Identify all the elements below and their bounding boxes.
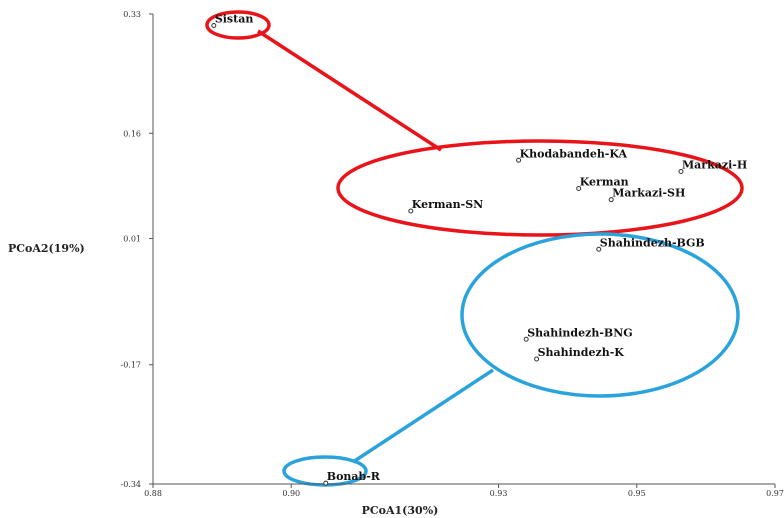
data-point — [534, 356, 540, 362]
point-label: Bonab-R — [327, 470, 381, 483]
y-tick-label: -0.34 — [120, 480, 141, 489]
point-label: Markazi-SH — [612, 187, 685, 200]
point-label: Khodabandeh-KA — [520, 147, 628, 160]
y-tick-label: -0.17 — [120, 361, 141, 370]
data-point — [408, 208, 414, 214]
data-point — [596, 246, 602, 252]
blue-connector-line — [352, 368, 494, 464]
x-tick-label: 0.97 — [766, 489, 784, 498]
point-label: Markazi-H — [682, 158, 747, 171]
red-small-ellipse — [205, 10, 271, 40]
point-label: Sistan — [215, 13, 254, 26]
red-large-ellipse — [336, 139, 744, 237]
point-label: Kerman-SN — [412, 198, 483, 211]
x-tick-label: 0.93 — [490, 489, 508, 498]
y-ticks: 0.33 0.16 0.01 -0.17 -0.34 — [120, 10, 153, 489]
x-ticks: 0.88 0.90 0.93 0.95 0.97 — [144, 484, 784, 498]
x-tick-label: 0.90 — [282, 489, 300, 498]
data-point — [678, 168, 684, 174]
y-axis-title: PCoA2(19%) — [8, 242, 85, 255]
data-point — [211, 23, 217, 29]
x-tick-label: 0.95 — [628, 489, 646, 498]
point-label: Kerman — [580, 175, 629, 188]
point-label: Shahindezh-BNG — [527, 326, 633, 339]
data-points: Sistan Khodabandeh-KA Markazi-H KermanMarka… — [211, 13, 747, 486]
data-point — [523, 336, 529, 342]
x-tick-label: 0.88 — [144, 489, 162, 498]
data-point — [576, 185, 582, 191]
blue-large-ellipse — [460, 232, 740, 398]
x-axis-title: PCoA1(30%) — [362, 504, 439, 517]
y-tick-label: 0.33 — [123, 10, 141, 19]
data-point — [608, 197, 614, 203]
y-tick-label: 0.16 — [123, 129, 141, 138]
blue-group-overlay — [282, 232, 740, 487]
point-label: Shahindezh-K — [538, 346, 625, 359]
point-label: Shahindezh-BGB — [600, 236, 705, 249]
data-point — [323, 480, 329, 486]
axes — [152, 14, 775, 485]
data-point — [516, 157, 522, 163]
red-group-overlay — [205, 10, 744, 237]
y-tick-label: 0.01 — [123, 234, 141, 243]
red-connector-line — [257, 29, 442, 152]
